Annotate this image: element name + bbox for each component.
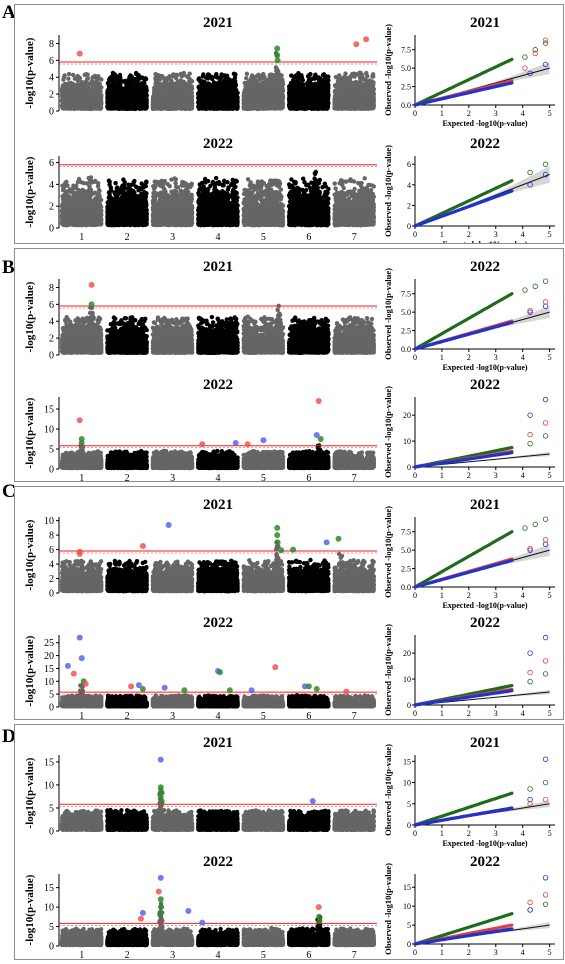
snp-point — [145, 94, 149, 98]
manhattan-title: 2021 — [203, 15, 233, 31]
snp-point — [145, 104, 149, 108]
snp-point — [235, 104, 239, 108]
snp-point — [190, 94, 194, 98]
snp-point — [234, 83, 238, 87]
manhattan-plot: 2021 0 2 4 6 8 -log10(p-value) — [24, 15, 377, 118]
snp-point — [86, 76, 90, 80]
snp-point — [144, 77, 148, 81]
snp-point — [235, 95, 239, 99]
snp-point — [182, 71, 186, 75]
y-axis-label: -log10(p-value) — [24, 37, 36, 108]
snp-point — [145, 88, 149, 92]
snp-point — [99, 85, 103, 89]
y-tick-label: 2 — [49, 90, 54, 101]
snp-point — [99, 101, 103, 105]
snp-point — [67, 72, 71, 76]
y-tick-label: 8 — [49, 39, 54, 50]
snp-point — [190, 79, 194, 83]
snp-point — [78, 76, 82, 80]
y-tick-label: 0 — [49, 107, 54, 118]
snp-point — [190, 101, 194, 105]
snp-point — [66, 77, 70, 81]
snp-point — [188, 72, 192, 76]
snp-point — [245, 72, 249, 76]
snp-point — [190, 87, 194, 91]
panel-svg: 202102468-log10(p-value)20220246-log10(p… — [15, 5, 563, 243]
snp-point — [145, 99, 149, 103]
snp-point — [99, 93, 103, 97]
y-tick-label: 6 — [49, 56, 54, 67]
snp-point — [63, 73, 67, 77]
snp-point — [98, 89, 102, 93]
snp-point — [235, 100, 239, 104]
y-tick-label: 4 — [49, 73, 54, 84]
snp-point — [71, 73, 75, 77]
snp-point — [233, 72, 237, 76]
snp-point — [235, 91, 239, 95]
snp-point — [99, 77, 103, 81]
